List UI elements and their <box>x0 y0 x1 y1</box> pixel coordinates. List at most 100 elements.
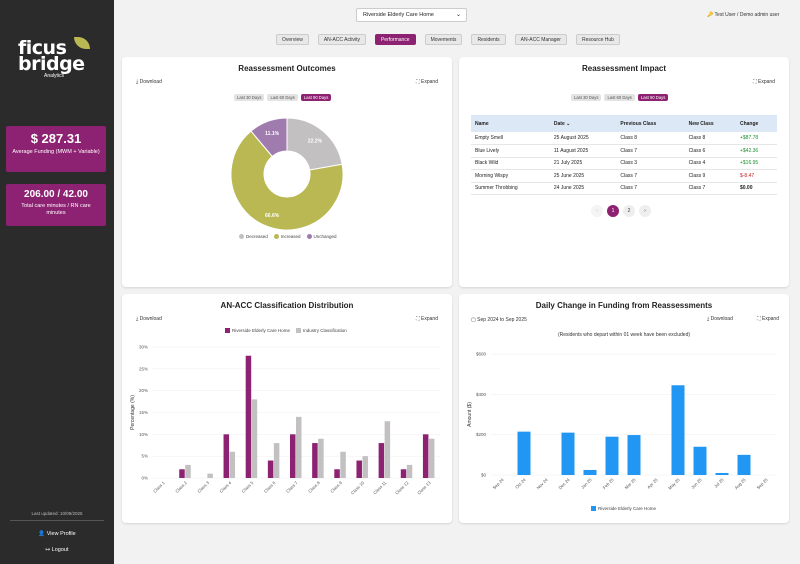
tab-overview[interactable]: Overview <box>276 34 309 45</box>
bar-industry-class-11[interactable] <box>384 421 391 478</box>
period-60-days[interactable]: Last 60 Days <box>267 94 298 101</box>
download-button[interactable]: ⤓ Download <box>136 79 162 85</box>
bar-industry-class-4[interactable] <box>229 451 236 478</box>
expand-button[interactable]: ⛶ Expand <box>757 316 779 322</box>
date-range-label: Sep 2024 to Sep 2025 <box>477 317 527 323</box>
tab-residents[interactable]: Residents <box>471 34 506 45</box>
reassessment-impact-card: Reassessment Impact ⛶ Expand Last 30 Day… <box>459 57 789 287</box>
expand-button[interactable]: ⛶ Expand <box>416 79 438 85</box>
bar-jul-25[interactable] <box>715 472 729 475</box>
care-minutes-label: Total care minutes / RN care minutes <box>21 203 91 216</box>
y-tick-label: $0 <box>481 473 487 478</box>
user-name: Test User / Demo admin user <box>714 12 780 18</box>
bar-facility-class-5[interactable] <box>245 355 252 478</box>
bar-industry-class-2[interactable] <box>185 464 191 478</box>
bar-facility-class-8[interactable] <box>312 443 318 478</box>
x-tick-label: Sep 24 <box>492 477 506 491</box>
download-button[interactable]: ⤓ Download <box>707 316 733 322</box>
exclusion-note: (Residents who depart within 01 week hav… <box>557 332 691 338</box>
column-new-class[interactable]: New Class <box>684 115 736 132</box>
cell-previous-class: Class 3 <box>616 157 685 170</box>
donut-slice-increased[interactable] <box>230 130 344 231</box>
bar-industry-class-3[interactable] <box>207 473 213 478</box>
tab-performance[interactable]: Performance <box>374 34 416 45</box>
bar-industry-class-8[interactable] <box>318 438 324 478</box>
prev-page-button[interactable]: ‹ <box>591 205 603 217</box>
user-icon: 🔑 <box>707 12 714 18</box>
bar-facility-class-6[interactable] <box>267 460 274 478</box>
next-page-button[interactable]: › <box>639 205 651 217</box>
table-row[interactable]: Black Wild 21 July 2025 Class 3 Class 4 +$16… <box>471 157 777 170</box>
daily-legend: Riverside Elderly Care Home <box>591 506 656 511</box>
column-date[interactable]: Date ⌄ <box>549 115 617 132</box>
expand-button[interactable]: ⛶ Expand <box>753 79 775 85</box>
page-1-button[interactable]: 1 <box>607 205 619 217</box>
table-row[interactable]: Summer Throbbing 24 June 2025 Class 7 Class… <box>471 182 777 195</box>
column-date-label: Date <box>553 120 565 127</box>
y-axis-label: Percentage (%) <box>130 395 136 430</box>
bar-facility-class-12[interactable] <box>400 469 407 478</box>
x-tick-label: Class 1 <box>152 480 166 494</box>
tab-resource-hub[interactable]: Resource Hub <box>575 34 620 45</box>
bar-aug-25[interactable] <box>737 454 751 475</box>
column-name[interactable]: Name <box>471 115 550 132</box>
download-button[interactable]: ⤓ Download <box>136 316 162 322</box>
bar-facility-class-13[interactable] <box>422 434 429 478</box>
donut-slice-unchanged[interactable] <box>250 117 288 158</box>
date-range-picker[interactable]: ▢ Sep 2024 to Sep 2025 <box>471 317 527 323</box>
bar-facility-class-4[interactable] <box>223 434 230 478</box>
donut-label-increased: 66.6% <box>265 213 280 219</box>
period-60-days[interactable]: Last 60 Days <box>604 94 635 101</box>
bar-oct-24[interactable] <box>517 431 531 475</box>
x-tick-label: Sep 25 <box>756 477 770 491</box>
table-row[interactable]: Empty Smell 25 August 2025 Class 8 Class 8 +… <box>471 132 777 145</box>
tab-an-acc-activity[interactable]: AN-ACC Activity <box>317 34 366 45</box>
expand-label: Expand <box>762 316 779 322</box>
column-previous-class[interactable]: Previous Class <box>616 115 685 132</box>
period-30-days[interactable]: Last 30 Days <box>234 94 265 101</box>
bar-facility-class-2[interactable] <box>179 469 185 478</box>
bar-industry-class-7[interactable] <box>296 416 302 478</box>
bar-industry-class-5[interactable] <box>251 399 258 478</box>
x-tick-label: Class 3 <box>196 480 210 494</box>
bar-may-25[interactable] <box>671 385 685 475</box>
facility-select[interactable]: Riverside Elderly Care Home ⌄ <box>356 8 467 22</box>
bar-facility-class-9[interactable] <box>334 469 340 478</box>
bar-industry-class-12[interactable] <box>406 464 413 478</box>
logo-subtitle: Analytics <box>44 73 65 79</box>
user-info[interactable]: 🔑 Test User / Demo admin user <box>707 12 779 18</box>
table-row[interactable]: Blue Lively 11 August 2025 Class 7 Class 6 +… <box>471 144 777 158</box>
bar-jun-25[interactable] <box>693 446 707 475</box>
bar-feb-25[interactable] <box>605 436 619 475</box>
bar-dec-24[interactable] <box>561 432 575 475</box>
logout-link[interactable]: ↦ Logout <box>0 547 114 553</box>
bar-jan-25[interactable] <box>583 469 597 475</box>
view-profile-link[interactable]: 👤 View Profile <box>0 531 114 537</box>
impact-table: Name Date ⌄ Previous Class New Class Cha… <box>471 115 777 195</box>
bar-industry-class-13[interactable] <box>428 438 435 478</box>
tab-movements[interactable]: Movements <box>424 34 463 45</box>
download-label: Download <box>710 316 733 322</box>
bar-mar-25[interactable] <box>627 435 641 475</box>
period-30-days[interactable]: Last 30 Days <box>571 94 602 101</box>
bar-industry-class-6[interactable] <box>273 443 280 478</box>
bar-industry-class-9[interactable] <box>340 451 346 478</box>
bar-facility-class-11[interactable] <box>378 443 385 478</box>
bar-facility-class-10[interactable] <box>356 460 362 478</box>
period-90-days[interactable]: Last 90 Days <box>300 94 332 101</box>
expand-button[interactable]: ⛶ Expand <box>416 316 438 322</box>
cell-change: +$87.78 <box>735 132 777 145</box>
table-row[interactable]: Morning Wispy 25 June 2025 Class 7 Class 9 $… <box>471 169 777 183</box>
column-change[interactable]: Change <box>735 115 777 132</box>
expand-label: Expand <box>758 79 775 85</box>
period-90-days[interactable]: Last 90 Days <box>637 94 669 101</box>
bar-industry-class-10[interactable] <box>362 456 368 478</box>
cell-date: 24 June 2025 <box>549 182 617 195</box>
tab-an-acc-manager[interactable]: AN-ACC Manager <box>514 34 567 45</box>
sidebar-divider <box>10 520 104 521</box>
care-minutes-card: 206.00 / 42.00 Total care minutes / RN c… <box>6 184 106 226</box>
cell-date: 25 August 2025 <box>549 132 617 145</box>
bar-facility-class-7[interactable] <box>290 434 296 478</box>
y-tick-label: 10% <box>139 432 148 437</box>
page-2-button[interactable]: 2 <box>623 205 635 217</box>
